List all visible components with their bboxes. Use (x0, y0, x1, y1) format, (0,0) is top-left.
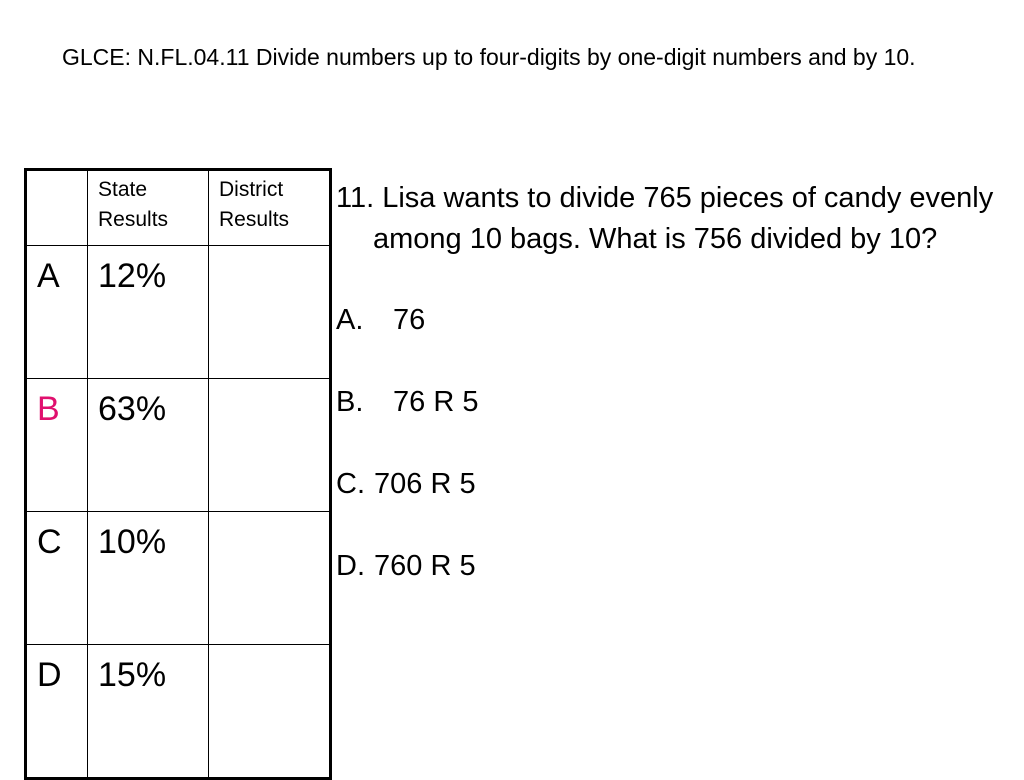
table-row: C 10% (25, 511, 331, 645)
choice-b: B. 76 R 5 (336, 382, 996, 423)
header-cell-blank (25, 169, 88, 246)
state-result-cell: 10% (87, 511, 209, 645)
choice-letter: B. (336, 386, 364, 418)
header-cell-district-results: District Results (208, 169, 331, 246)
district-result-cell (208, 644, 331, 779)
choice-value: 760 R 5 (374, 550, 476, 582)
answer-choices: A. 76 B. 76 R 5 C. 706 R 5 D. 760 R 5 (336, 300, 996, 587)
choice-c: C. 706 R 5 (336, 464, 996, 505)
choice-letter: C. (336, 468, 365, 500)
table-row: B 63% (25, 378, 331, 512)
header-cell-state-results: State Results (87, 169, 209, 246)
table-row: A 12% (25, 245, 331, 379)
question-text: 11. Lisa wants to divide 765 pieces of c… (336, 182, 994, 255)
district-result-cell (208, 378, 331, 512)
state-result-cell: 15% (87, 644, 209, 779)
glce-standard-text: GLCE: N.FL.04.11 Divide numbers up to fo… (62, 44, 916, 70)
answer-letter-cell: A (25, 245, 88, 379)
state-result-cell: 12% (87, 245, 209, 379)
answer-letter-cell-correct: B (25, 378, 88, 512)
table-row: D 15% (25, 644, 331, 779)
choice-value: 76 (393, 304, 426, 336)
results-table: State Results District Results A 12% B 6… (24, 168, 332, 780)
question-block: 11. Lisa wants to divide 765 pieces of c… (336, 178, 996, 628)
choice-letter: D. (336, 550, 365, 582)
choice-value: 76 R 5 (393, 386, 479, 418)
answer-letter-cell: D (25, 644, 88, 779)
table-header-row: State Results District Results (25, 169, 331, 246)
choice-value: 706 R 5 (374, 468, 476, 500)
choice-letter: A. (336, 304, 364, 336)
choice-d: D. 760 R 5 (336, 546, 996, 587)
district-result-cell (208, 511, 331, 645)
answer-letter-cell: C (25, 511, 88, 645)
district-result-cell (208, 245, 331, 379)
state-result-cell: 63% (87, 378, 209, 512)
choice-a: A. 76 (336, 300, 996, 341)
